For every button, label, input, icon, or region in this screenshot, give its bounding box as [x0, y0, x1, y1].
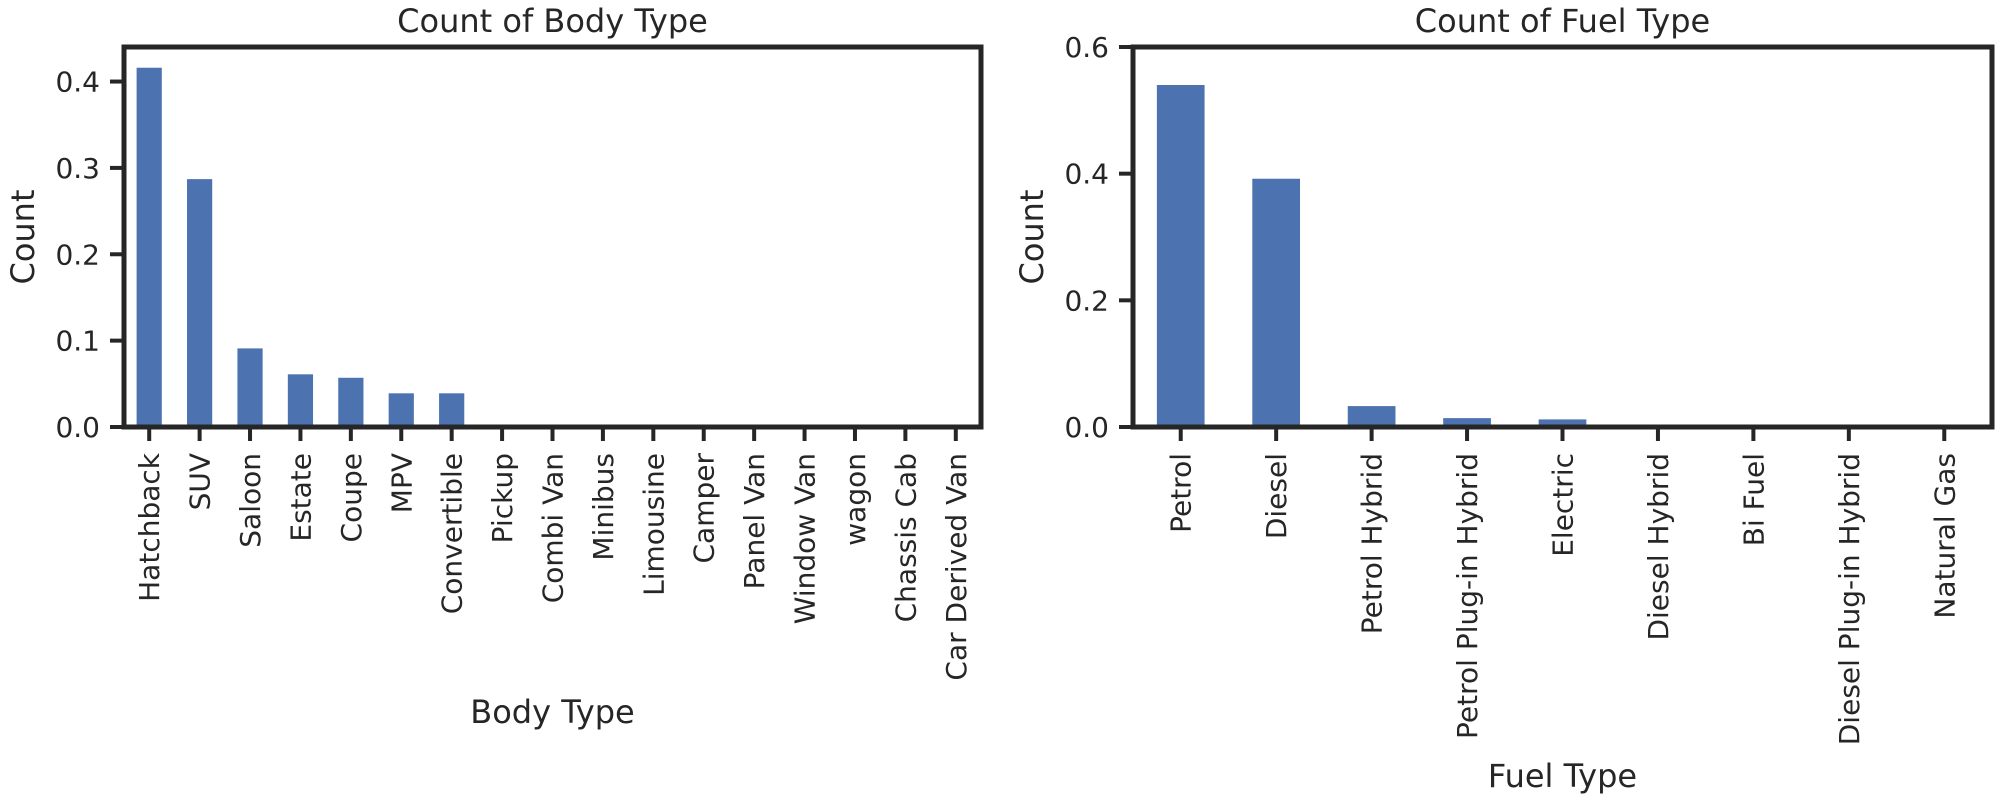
x-tick-label: MPV	[385, 453, 418, 513]
x-tick-label: wagon	[839, 453, 872, 546]
y-tick-label: 0.1	[55, 325, 100, 358]
bar-suv	[187, 179, 212, 427]
bar-mpv	[389, 393, 414, 427]
x-tick-label: Saloon	[234, 453, 267, 548]
y-tick-label: 0.2	[1064, 284, 1109, 317]
x-tick-label: Diesel	[1260, 453, 1293, 539]
x-tick-label: Estate	[284, 453, 317, 542]
x-tick-label: SUV	[184, 453, 217, 510]
x-tick-label: Petrol Hybrid	[1356, 453, 1389, 634]
x-tick-label: Hatchback	[133, 452, 166, 602]
y-tick-label: 0.2	[55, 238, 100, 271]
x-axis-label: Body Type	[470, 693, 634, 731]
fuel-type-chart: 0.0 0.2 0.4 0.6 Petrol Diesel Petrol Hybrid Pet…	[1013, 2, 1992, 795]
chart-title: Count of Fuel Type	[1415, 2, 1710, 40]
x-tick-label: Limousine	[637, 453, 670, 596]
x-tick-label: Minibus	[587, 453, 620, 561]
x-tick-label: Diesel Plug-in Hybrid	[1833, 453, 1866, 745]
y-tick-label: 0.6	[1064, 31, 1109, 64]
x-tick-label: Car Derived Van	[940, 453, 973, 681]
y-tick-label: 0.4	[1064, 158, 1109, 191]
bar-diesel	[1252, 179, 1300, 427]
x-tick-label: Electric	[1547, 453, 1580, 557]
bar-saloon	[237, 348, 262, 427]
bar-hatchback	[137, 68, 162, 427]
x-tick-label: Panel Van	[738, 453, 771, 589]
bar-petrol-hybrid	[1348, 406, 1396, 427]
bar-coupe	[338, 378, 363, 427]
x-tick-label: Coupe	[335, 453, 368, 542]
chart-title: Count of Body Type	[397, 2, 708, 40]
y-tick-label: 0.0	[1064, 411, 1109, 444]
x-tick-label: Diesel Hybrid	[1642, 453, 1675, 641]
bar-convertible	[439, 393, 464, 427]
y-tick-label: 0.0	[55, 411, 100, 444]
x-axis-label: Fuel Type	[1488, 757, 1637, 795]
x-tick-label: Petrol	[1165, 453, 1198, 533]
x-tick-label: Camper	[688, 453, 721, 564]
bar-estate	[288, 374, 313, 427]
x-tick-label: Pickup	[486, 453, 519, 543]
x-tick-label: Combi Van	[537, 453, 570, 603]
body-type-chart: 0.0 0.1 0.2 0.3 0.4 Hatchback SUV Saloon Estate C…	[4, 2, 981, 731]
x-tick-label: Petrol Plug-in Hybrid	[1451, 453, 1484, 739]
x-tick-label: Natural Gas	[1928, 453, 1961, 619]
x-tick-label: Window Van	[789, 453, 822, 624]
x-tick-label: Bi Fuel	[1737, 453, 1770, 546]
y-axis-label: Count	[1013, 189, 1051, 284]
y-tick-label: 0.3	[55, 152, 100, 185]
x-tick-label: Convertible	[436, 453, 469, 614]
y-tick-label: 0.4	[55, 66, 100, 99]
y-axis-label: Count	[4, 189, 42, 284]
bar-petrol	[1157, 85, 1205, 427]
x-tick-label: Chassis Cab	[889, 453, 922, 622]
